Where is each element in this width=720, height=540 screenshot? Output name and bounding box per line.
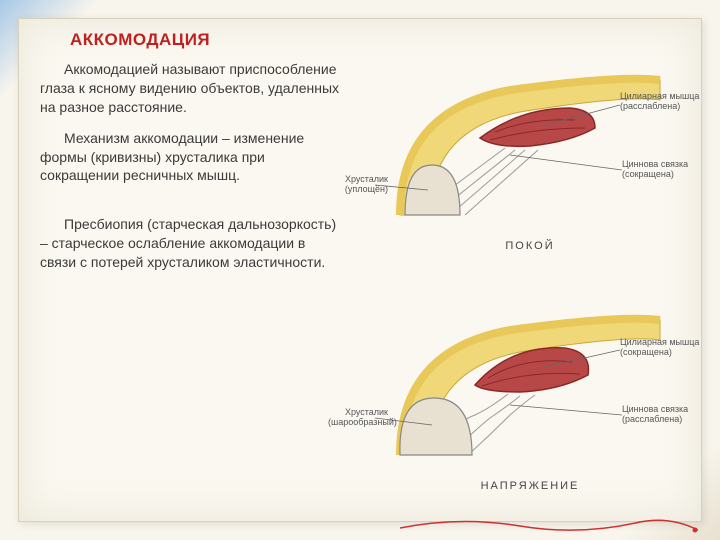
paragraph-mechanism: Механизм аккомодации – изменение формы (… bbox=[40, 129, 340, 186]
paragraph-presbyopia: Пресбиопия (старческая дальнозоркость) –… bbox=[40, 215, 340, 272]
caption-rest: ПОКОЙ bbox=[360, 240, 700, 252]
label-muscle-rest: Цилиарная мышца(расслаблена) bbox=[620, 92, 700, 112]
thread-icon bbox=[400, 508, 700, 538]
label-ligament-tension: Циннова связка(расслаблена) bbox=[622, 405, 702, 425]
eye-svg-tension bbox=[360, 290, 670, 470]
text-column: АККОМОДАЦИЯ Аккомодацией называют приспо… bbox=[40, 30, 340, 284]
eye-diagram-tension: Хрусталик(шарообразный) Цилиарная мышца(… bbox=[360, 290, 670, 470]
page-title: АККОМОДАЦИЯ bbox=[70, 30, 340, 50]
paragraph-definition: Аккомодацией называют приспособление гла… bbox=[40, 60, 340, 117]
eye-svg-rest bbox=[360, 50, 670, 230]
caption-tension: НАПРЯЖЕНИЕ bbox=[360, 480, 700, 492]
label-muscle-tension: Цилиарная мышца(сокращена) bbox=[620, 338, 700, 358]
label-lens-rest: Хрусталик(уплощён) bbox=[328, 175, 388, 195]
diagram-area: Хрусталик(уплощён) Цилиарная мышца(рассл… bbox=[360, 30, 700, 510]
label-ligament-rest: Циннова связка(сокращена) bbox=[622, 160, 702, 180]
label-lens-tension: Хрусталик(шарообразный) bbox=[328, 408, 388, 428]
eye-diagram-rest: Хрусталик(уплощён) Цилиарная мышца(рассл… bbox=[360, 50, 670, 230]
